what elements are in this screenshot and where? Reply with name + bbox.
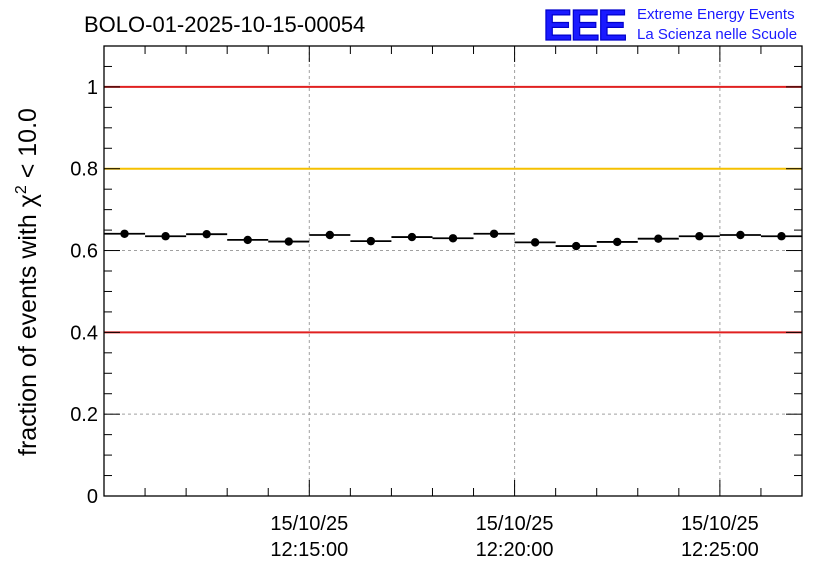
data-point <box>489 229 499 238</box>
data-point <box>407 232 417 242</box>
data-series <box>104 229 802 251</box>
data-point <box>120 229 129 238</box>
x-tick-label-date: 15/10/25 <box>270 513 348 535</box>
chi-superscript: 2 <box>13 185 30 194</box>
plot-frame <box>103 45 803 497</box>
y-tick-label: 0.6 <box>70 241 98 263</box>
chart-title: BOLO-01-2025-10-15-00054 <box>84 12 365 37</box>
data-point <box>777 232 786 241</box>
data-point <box>325 230 335 240</box>
data-point <box>613 237 622 247</box>
logo-line-1: Extreme Energy Events <box>637 6 795 23</box>
data-point <box>530 238 540 247</box>
x-tick-label-date: 15/10/25 <box>476 513 554 535</box>
y-tick-label: 1 <box>87 77 98 99</box>
data-point <box>243 235 252 245</box>
y-tick-label: 0 <box>87 486 98 508</box>
data-point <box>695 232 704 241</box>
y-axis-title: fraction of events with χ2 < 10.0 <box>13 108 42 456</box>
data-point <box>736 230 745 240</box>
logo-mark: EEE <box>543 1 626 50</box>
y-tick-label: 0.2 <box>70 404 98 426</box>
data-point <box>161 232 170 241</box>
data-point <box>366 236 376 246</box>
data-point <box>571 241 581 251</box>
chi-symbol: χ <box>14 194 42 207</box>
data-point <box>284 237 293 246</box>
x-tick-label-time: 12:25:00 <box>681 539 759 561</box>
y-tick-label: 0.8 <box>70 159 98 181</box>
data-point <box>448 234 458 243</box>
x-tick-label-date: 15/10/25 <box>681 513 759 535</box>
x-tick-label-time: 12:15:00 <box>270 539 348 561</box>
data-point <box>202 229 211 239</box>
tick-labels: 0 0.2 0.4 0.6 0.8 1 15/10/25 12:15:00 15/10/25 12… <box>70 77 759 561</box>
logo-line-2: La Scienza nelle Scuole <box>637 26 797 43</box>
ticks <box>104 45 802 497</box>
grid <box>104 46 802 496</box>
eee-logo: EEE Extreme Energy Events La Scienza nel… <box>542 0 797 50</box>
reference-lines <box>104 85 802 334</box>
y-tick-label: 0.4 <box>70 322 98 344</box>
data-point <box>654 234 663 243</box>
x-tick-label-time: 12:20:00 <box>476 539 554 561</box>
